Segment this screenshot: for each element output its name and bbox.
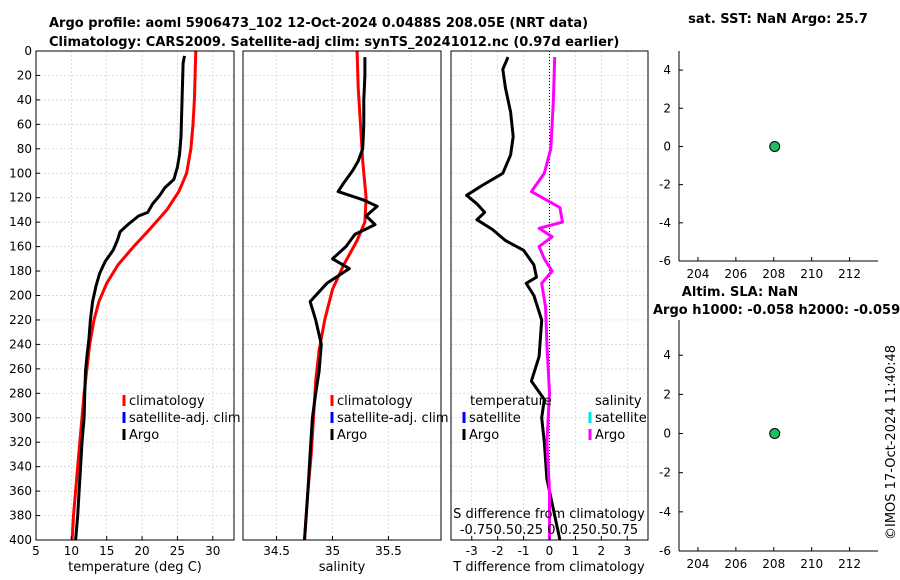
legend-satellite-label: satellite-adj. clim bbox=[129, 411, 241, 426]
y-tick-label: 4 bbox=[663, 348, 671, 362]
temperature-legend: climatology satellite-adj. clim Argo bbox=[122, 394, 241, 443]
x-tick-label: 34.5 bbox=[263, 544, 290, 558]
y-tick-label: 120 bbox=[9, 191, 32, 205]
legend-sal-argo-label: Argo bbox=[595, 428, 625, 443]
y-tick-label: 180 bbox=[9, 264, 32, 278]
legend-climatology-label: climatology bbox=[337, 394, 413, 409]
y-tick-label: 40 bbox=[17, 93, 32, 107]
y-tick-label: 4 bbox=[663, 63, 671, 77]
y-tick-label: 340 bbox=[9, 460, 32, 474]
x-tick-label: 204 bbox=[686, 557, 709, 571]
y-tick-label: 60 bbox=[17, 117, 32, 131]
x-tick-label: 35.5 bbox=[375, 544, 402, 558]
x-tick-label: 5 bbox=[32, 544, 40, 558]
y-tick-label: 80 bbox=[17, 142, 32, 156]
temperature-xlabel: temperature (deg C) bbox=[68, 560, 202, 575]
x-tick-label: 25 bbox=[170, 544, 185, 558]
x-tick-label: 30 bbox=[205, 544, 220, 558]
series-argo bbox=[303, 57, 379, 541]
y-tick-label: 0 bbox=[663, 139, 671, 153]
x-tick-label: 212 bbox=[838, 267, 861, 281]
y-tick-label: 400 bbox=[9, 533, 32, 547]
y-tick-label: -6 bbox=[659, 544, 671, 558]
y-tick-label: 160 bbox=[9, 240, 32, 254]
title-line-2: Climatology: CARS2009. Satellite-adj cli… bbox=[49, 35, 619, 50]
legend-argo-label: Argo bbox=[129, 428, 159, 443]
difference-top-ticks: -0.750.50.25 0 0.250.50.75 bbox=[460, 523, 638, 538]
x-tick-label: 206 bbox=[724, 557, 747, 571]
legend-salinity-title: salinity bbox=[595, 394, 642, 409]
x-tick-label: 210 bbox=[800, 557, 823, 571]
y-tick-label: 0 bbox=[24, 44, 32, 58]
x-tick-label: -3 bbox=[466, 544, 478, 558]
difference-xlabel: T difference from climatology bbox=[452, 560, 645, 575]
y-tick-label: 320 bbox=[9, 435, 32, 449]
scatter-point bbox=[769, 428, 781, 440]
legend-temp-argo-label: Argo bbox=[469, 428, 499, 443]
x-tick-label: 3 bbox=[623, 544, 631, 558]
difference-top-label: S difference from climatology bbox=[453, 507, 645, 522]
y-tick-label: 240 bbox=[9, 337, 32, 351]
x-tick-label: 15 bbox=[99, 544, 114, 558]
legend-satellite-label: satellite-adj. clim bbox=[337, 411, 449, 426]
y-tick-label: 0 bbox=[663, 427, 671, 441]
salinity-xlabel: salinity bbox=[319, 560, 366, 575]
legend-sal-satellite-label: satellite bbox=[595, 411, 647, 426]
imos-watermark: ©IMOS 17-Oct-2024 11:40:48 bbox=[884, 345, 899, 540]
x-tick-label: 1 bbox=[572, 544, 580, 558]
y-tick-label: 200 bbox=[9, 289, 32, 303]
x-tick-label: 10 bbox=[64, 544, 79, 558]
x-tick-label: -2 bbox=[492, 544, 504, 558]
series-t-difference bbox=[465, 56, 562, 541]
salinity-legend: climatology satellite-adj. clim Argo bbox=[330, 394, 449, 443]
legend-argo-label: Argo bbox=[337, 428, 367, 443]
sla-panel: -6 -4 -2 0 2 4 204 206 208 210 212 bbox=[659, 320, 878, 571]
series-climatology bbox=[70, 50, 198, 541]
y-tick-label: 2 bbox=[663, 387, 671, 401]
y-tick-label: -6 bbox=[659, 254, 671, 268]
sla-subtitle: Argo h1000: -0.058 h2000: -0.059 bbox=[653, 303, 900, 318]
x-tick-label: 212 bbox=[838, 557, 861, 571]
series-argo bbox=[74, 55, 186, 541]
x-tick-label: 0 bbox=[546, 544, 554, 558]
y-tick-label: 20 bbox=[17, 68, 32, 82]
x-tick-label: 210 bbox=[800, 267, 823, 281]
sla-title: Altim. SLA: NaN bbox=[682, 285, 798, 300]
y-tick-label: 2 bbox=[663, 101, 671, 115]
x-tick-label: 204 bbox=[686, 267, 709, 281]
y-tick-label: -2 bbox=[659, 466, 671, 480]
x-tick-label: 35 bbox=[325, 544, 340, 558]
y-tick-label: 280 bbox=[9, 386, 32, 400]
y-tick-label: 100 bbox=[9, 166, 32, 180]
y-tick-label: -2 bbox=[659, 178, 671, 192]
y-tick-label: 260 bbox=[9, 362, 32, 376]
salinity-axes-box bbox=[242, 50, 442, 541]
x-tick-label: 20 bbox=[134, 544, 149, 558]
y-tick-label: -4 bbox=[659, 505, 671, 519]
y-tick-label: 360 bbox=[9, 484, 32, 498]
y-tick-label: -4 bbox=[659, 216, 671, 230]
y-tick-label: 300 bbox=[9, 411, 32, 425]
x-tick-label: -1 bbox=[518, 544, 530, 558]
difference-legend: temperature salinity satellite Argo sate… bbox=[462, 394, 647, 443]
temperature-panel: 0 20 40 60 80 100 120 140 160 180 200 220 240 260 280 3… bbox=[9, 44, 241, 575]
x-tick-label: 208 bbox=[762, 557, 785, 571]
y-tick-label: 220 bbox=[9, 313, 32, 327]
x-tick-label: 2 bbox=[598, 544, 606, 558]
series-s-difference bbox=[529, 57, 564, 540]
title-line-1: Argo profile: aoml 5906473_102 12-Oct-20… bbox=[49, 16, 588, 31]
x-tick-label: 206 bbox=[724, 267, 747, 281]
y-tick-label: 380 bbox=[9, 509, 32, 523]
legend-temp-satellite-label: satellite bbox=[469, 411, 521, 426]
y-tick-label: 140 bbox=[9, 215, 32, 229]
scatter-point bbox=[769, 140, 781, 152]
legend-climatology-label: climatology bbox=[129, 394, 205, 409]
x-tick-label: 208 bbox=[762, 267, 785, 281]
difference-panel: -3 -2 -1 0 1 2 3 T difference from climatology… bbox=[450, 50, 649, 575]
salinity-panel: 34.5 35 35.5 salinity climatology satellit… bbox=[242, 50, 449, 575]
legend-temperature-title: temperature bbox=[470, 394, 552, 409]
sst-title: sat. SST: NaN Argo: 25.7 bbox=[688, 12, 868, 27]
sst-panel: -6 -4 -2 0 2 4 204 206 208 210 212 bbox=[659, 51, 878, 281]
